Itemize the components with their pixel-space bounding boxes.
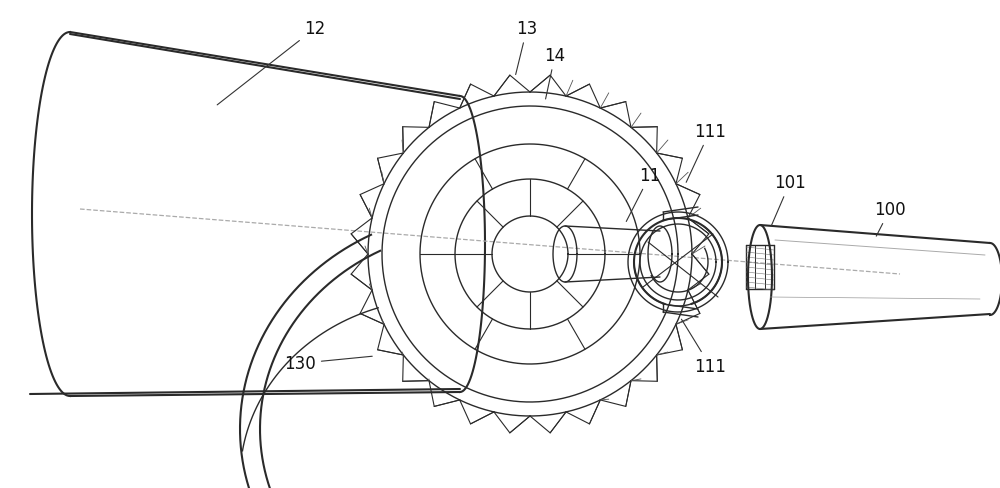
Text: 100: 100 (874, 201, 906, 237)
Text: 12: 12 (217, 20, 326, 106)
Text: 111: 111 (681, 320, 726, 375)
Text: 11: 11 (626, 167, 661, 222)
Text: 14: 14 (544, 47, 566, 100)
Text: 130: 130 (284, 355, 372, 372)
Text: 111: 111 (686, 123, 726, 183)
Text: 101: 101 (771, 174, 806, 227)
Text: 13: 13 (516, 20, 538, 75)
